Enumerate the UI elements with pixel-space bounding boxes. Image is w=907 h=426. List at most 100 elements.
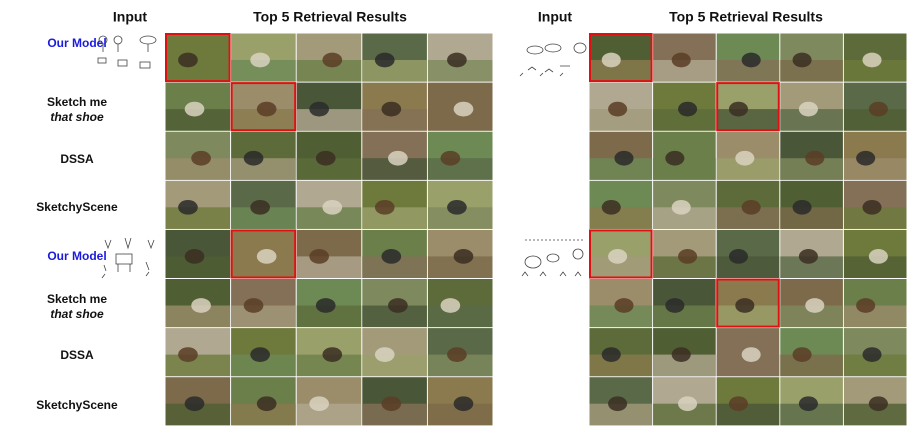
input-header: Input	[113, 9, 148, 25]
image-ground	[362, 355, 427, 377]
image-subject	[608, 396, 627, 411]
image-subject	[185, 102, 205, 117]
image-subject	[388, 298, 408, 313]
image-subject	[729, 396, 748, 411]
row-label: Our Model	[47, 36, 106, 50]
image-subject	[672, 53, 691, 68]
image-subject	[454, 249, 474, 264]
image-subject	[869, 396, 888, 411]
image-subject	[672, 347, 691, 362]
image-subject	[799, 249, 818, 264]
image-subject	[191, 151, 211, 166]
image-subject	[799, 396, 818, 411]
results-header: Top 5 Retrieval Results	[669, 9, 823, 25]
image-subject	[191, 298, 211, 313]
image-subject	[742, 200, 761, 215]
image-ground	[590, 355, 653, 377]
image-subject	[805, 298, 824, 313]
image-ground	[590, 60, 653, 82]
image-subject	[862, 347, 881, 362]
image-subject	[441, 151, 461, 166]
image-subject	[742, 53, 761, 68]
image-ground	[297, 256, 362, 278]
figure: Input Top 5 Retrieval Results Input Top …	[0, 0, 907, 426]
sketch	[98, 36, 156, 68]
image-subject	[322, 53, 342, 68]
image-ground	[428, 306, 493, 328]
image-subject	[375, 347, 395, 362]
image-ground	[844, 158, 907, 180]
row-label: SketchyScene	[36, 398, 118, 412]
image-subject	[742, 347, 761, 362]
image-subject	[447, 347, 467, 362]
image-subject	[257, 249, 277, 264]
image-subject	[250, 53, 270, 68]
image-subject	[735, 151, 754, 166]
image-subject	[735, 298, 754, 313]
image-ground	[231, 158, 296, 180]
image-ground	[717, 404, 780, 426]
image-ground	[297, 404, 362, 426]
image-subject	[381, 249, 401, 264]
image-subject	[185, 396, 205, 411]
image-subject	[862, 53, 881, 68]
image-subject	[244, 298, 264, 313]
sketch	[102, 238, 154, 278]
image-subject	[608, 102, 627, 117]
row-label: Our Model	[47, 249, 106, 263]
image-subject	[447, 200, 467, 215]
image-subject	[250, 200, 270, 215]
sketch	[522, 240, 585, 276]
image-subject	[805, 151, 824, 166]
row-label: that shoe	[50, 110, 104, 124]
image-subject	[250, 347, 270, 362]
image-subject	[869, 249, 888, 264]
image-subject	[678, 249, 697, 264]
image-subject	[178, 53, 198, 68]
row-label: that shoe	[50, 307, 104, 321]
image-ground	[297, 109, 362, 131]
image-ground	[780, 207, 843, 229]
image-subject	[178, 347, 198, 362]
image-subject	[672, 200, 691, 215]
input-header: Input	[538, 9, 573, 25]
image-subject	[447, 53, 467, 68]
image-ground	[362, 207, 427, 229]
image-subject	[678, 396, 697, 411]
image-subject	[665, 151, 684, 166]
image-subject	[381, 396, 401, 411]
row-label: DSSA	[60, 152, 94, 166]
image-subject	[614, 151, 633, 166]
image-subject	[178, 200, 198, 215]
image-subject	[454, 396, 474, 411]
row-label: SketchyScene	[36, 200, 118, 214]
image-subject	[856, 151, 875, 166]
image-subject	[614, 298, 633, 313]
image-ground	[166, 207, 231, 229]
image-subject	[375, 200, 395, 215]
image-subject	[316, 298, 336, 313]
image-subject	[257, 102, 277, 117]
image-subject	[856, 298, 875, 313]
image-subject	[793, 53, 812, 68]
image-subject	[322, 200, 342, 215]
image-ground	[590, 207, 653, 229]
image-ground	[780, 355, 843, 377]
image-subject	[665, 298, 684, 313]
image-subject	[375, 53, 395, 68]
image-ground	[166, 355, 231, 377]
image-subject	[729, 102, 748, 117]
image-ground	[166, 60, 231, 82]
image-subject	[316, 151, 336, 166]
image-subject	[602, 200, 621, 215]
image-subject	[862, 200, 881, 215]
image-subject	[309, 249, 329, 264]
image-subject	[309, 102, 329, 117]
image-subject	[441, 298, 461, 313]
image-subject	[309, 396, 329, 411]
results-header: Top 5 Retrieval Results	[253, 9, 407, 25]
image-ground	[717, 256, 780, 278]
image-ground	[717, 109, 780, 131]
row-label: Sketch me	[47, 292, 107, 306]
image-ground	[780, 60, 843, 82]
